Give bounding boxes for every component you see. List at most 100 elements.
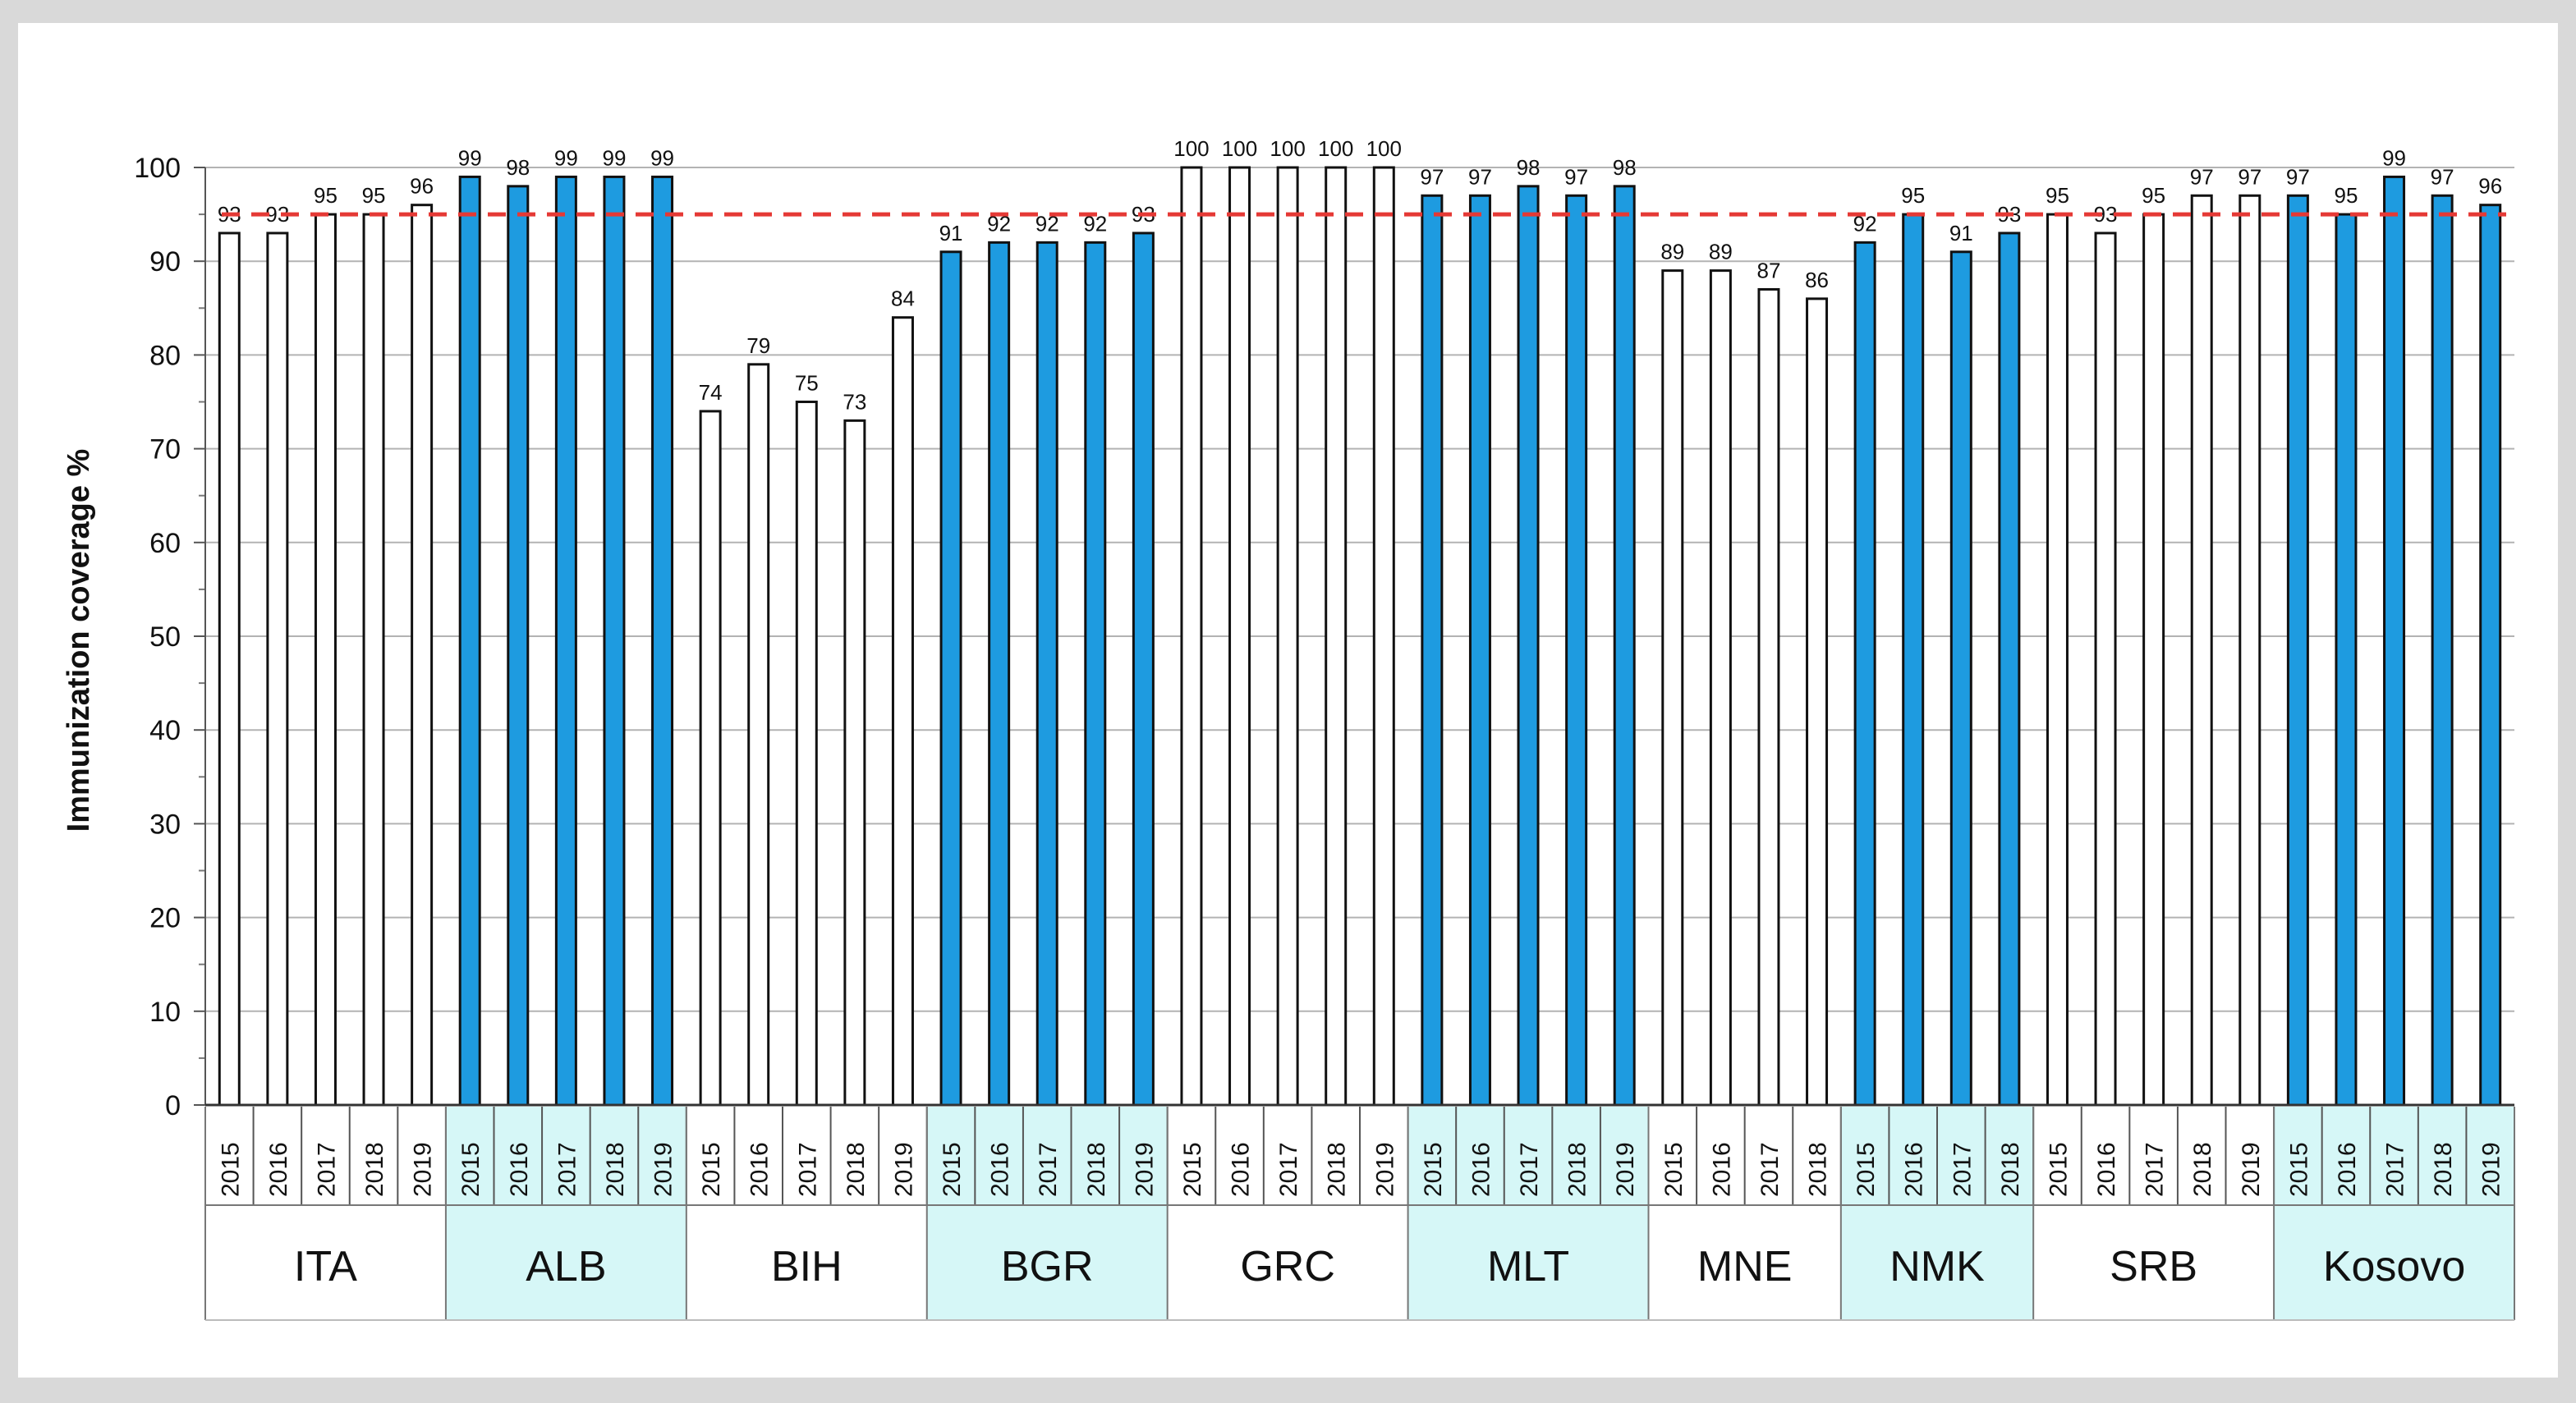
value-label-ita-2017: 95 <box>314 183 337 208</box>
bar-srb-2019 <box>2239 194 2261 1107</box>
bar-bgr-2016 <box>988 241 1011 1107</box>
x-axis-table: ITA 2015 2016 2017 2018 2019 ALB 2015 2016 2017 20… <box>204 1103 2515 1321</box>
year-label-srb-2015: 2015 <box>2045 1142 2072 1197</box>
value-label-bih-2016: 79 <box>746 333 770 358</box>
value-label-bgr-2015: 91 <box>939 221 963 245</box>
country-label-kosovo: Kosovo <box>2323 1243 2465 1291</box>
bar-grc-2016 <box>1228 166 1251 1107</box>
value-label-alb-2019: 99 <box>650 145 674 170</box>
bar-mne-2017 <box>1757 287 1780 1107</box>
year-label-mlt-2017: 2017 <box>1516 1142 1543 1197</box>
bar-nmk-2017 <box>1949 250 1972 1107</box>
value-label-ita-2019: 96 <box>410 174 434 199</box>
year-label-grc-2018: 2018 <box>1324 1142 1351 1197</box>
year-label-bih-2017: 2017 <box>794 1142 821 1197</box>
country-label-nmk: NMK <box>1890 1243 1985 1291</box>
year-label-bih-2018: 2018 <box>843 1142 870 1197</box>
value-label-grc-2016: 100 <box>1222 136 1257 161</box>
value-label-mlt-2019: 98 <box>1613 155 1637 180</box>
year-label-mne-2017: 2017 <box>1756 1142 1784 1197</box>
country-label-bih: BIH <box>771 1243 843 1291</box>
value-label-mlt-2017: 98 <box>1517 155 1541 180</box>
year-label-srb-2016: 2016 <box>2093 1142 2120 1197</box>
y-axis: 0 10 20 30 40 50 60 70 80 90 100 <box>134 153 206 1121</box>
value-label-mlt-2016: 97 <box>1468 164 1492 189</box>
value-label-srb-2015: 95 <box>2046 183 2069 208</box>
year-label-nmk-2018: 2018 <box>1997 1142 2024 1197</box>
year-label-grc-2015: 2015 <box>1179 1142 1206 1197</box>
bar-grc-2015 <box>1180 166 1203 1107</box>
y-axis-label: Immunization coverage % <box>62 449 96 832</box>
bar-srb-2015 <box>2046 213 2069 1107</box>
year-label-ita-2016: 2016 <box>265 1142 292 1197</box>
value-label-mne-2015: 89 <box>1660 240 1684 264</box>
bar-bih-2017 <box>795 401 818 1107</box>
country-band-grc <box>1167 1107 1408 1320</box>
value-label-mlt-2018: 97 <box>1564 164 1588 189</box>
y-tick-label-70: 70 <box>149 434 181 465</box>
country-band-bgr <box>926 1107 1168 1320</box>
value-label-bih-2015: 74 <box>699 380 723 405</box>
value-label-alb-2018: 99 <box>602 145 626 170</box>
value-label-ita-2018: 95 <box>362 183 386 208</box>
year-label-bgr-2019: 2019 <box>1131 1142 1158 1197</box>
year-label-mlt-2019: 2019 <box>1612 1142 1639 1197</box>
year-label-bgr-2018: 2018 <box>1083 1142 1110 1197</box>
value-label-bih-2018: 73 <box>843 389 866 414</box>
bar-bgr-2019 <box>1132 232 1155 1107</box>
year-label-kosovo-2017: 2017 <box>2382 1142 2409 1197</box>
year-label-alb-2018: 2018 <box>602 1142 629 1197</box>
y-tick-label-30: 30 <box>149 809 181 840</box>
value-label-grc-2017: 100 <box>1270 136 1305 161</box>
country-band-bih <box>686 1107 927 1320</box>
bar-ita-2019 <box>411 204 434 1107</box>
country-label-mne: MNE <box>1697 1243 1793 1291</box>
value-label-alb-2015: 99 <box>458 145 482 170</box>
bar-kosovo-2019 <box>2479 204 2502 1107</box>
bar-srb-2017 <box>2142 213 2165 1107</box>
year-label-nmk-2016: 2016 <box>1901 1142 1928 1197</box>
bar-srb-2016 <box>2094 232 2117 1107</box>
bar-nmk-2015 <box>1853 241 1876 1107</box>
bar-bih-2019 <box>891 316 914 1107</box>
year-label-mlt-2015: 2015 <box>1420 1142 1447 1197</box>
country-band-srb <box>2033 1107 2275 1320</box>
value-label-alb-2016: 98 <box>506 155 530 180</box>
year-label-ita-2019: 2019 <box>410 1142 437 1197</box>
bar-mlt-2017 <box>1517 185 1540 1107</box>
bar-alb-2019 <box>651 175 674 1107</box>
country-band-ita <box>205 1107 446 1320</box>
country-label-mlt: MLT <box>1487 1243 1569 1291</box>
value-label-srb-2018: 97 <box>2190 164 2214 189</box>
bar-mlt-2019 <box>1613 185 1636 1107</box>
value-label-mne-2018: 86 <box>1805 268 1829 292</box>
year-label-grc-2016: 2016 <box>1228 1142 1255 1197</box>
country-band-kosovo <box>2274 1107 2514 1320</box>
bar-kosovo-2016 <box>2335 213 2358 1107</box>
year-label-srb-2018: 2018 <box>2189 1142 2216 1197</box>
year-label-kosovo-2019: 2019 <box>2478 1142 2505 1197</box>
country-label-ita: ITA <box>294 1243 357 1291</box>
bar-bih-2016 <box>747 363 770 1107</box>
country-band-alb <box>445 1107 686 1320</box>
value-label-kosovo-2015: 97 <box>2286 164 2310 189</box>
bar-kosovo-2017 <box>2383 175 2406 1107</box>
bar-grc-2019 <box>1372 166 1395 1107</box>
year-label-ita-2015: 2015 <box>217 1142 244 1197</box>
bar-ita-2015 <box>218 232 241 1107</box>
year-label-kosovo-2015: 2015 <box>2285 1142 2312 1197</box>
bar-mne-2018 <box>1806 297 1829 1107</box>
year-label-nmk-2017: 2017 <box>1949 1142 1976 1197</box>
value-label-grc-2019: 100 <box>1366 136 1402 161</box>
value-label-nmk-2016: 95 <box>1901 183 1925 208</box>
country-label-srb: SRB <box>2110 1243 2197 1291</box>
value-label-kosovo-2016: 95 <box>2334 183 2358 208</box>
bar-nmk-2016 <box>1902 213 1925 1107</box>
year-label-mlt-2018: 2018 <box>1564 1142 1591 1197</box>
year-label-mne-2015: 2015 <box>1660 1142 1687 1197</box>
y-tick-label-60: 60 <box>149 528 181 559</box>
year-label-mlt-2016: 2016 <box>1467 1142 1495 1197</box>
bar-mlt-2018 <box>1565 194 1588 1107</box>
